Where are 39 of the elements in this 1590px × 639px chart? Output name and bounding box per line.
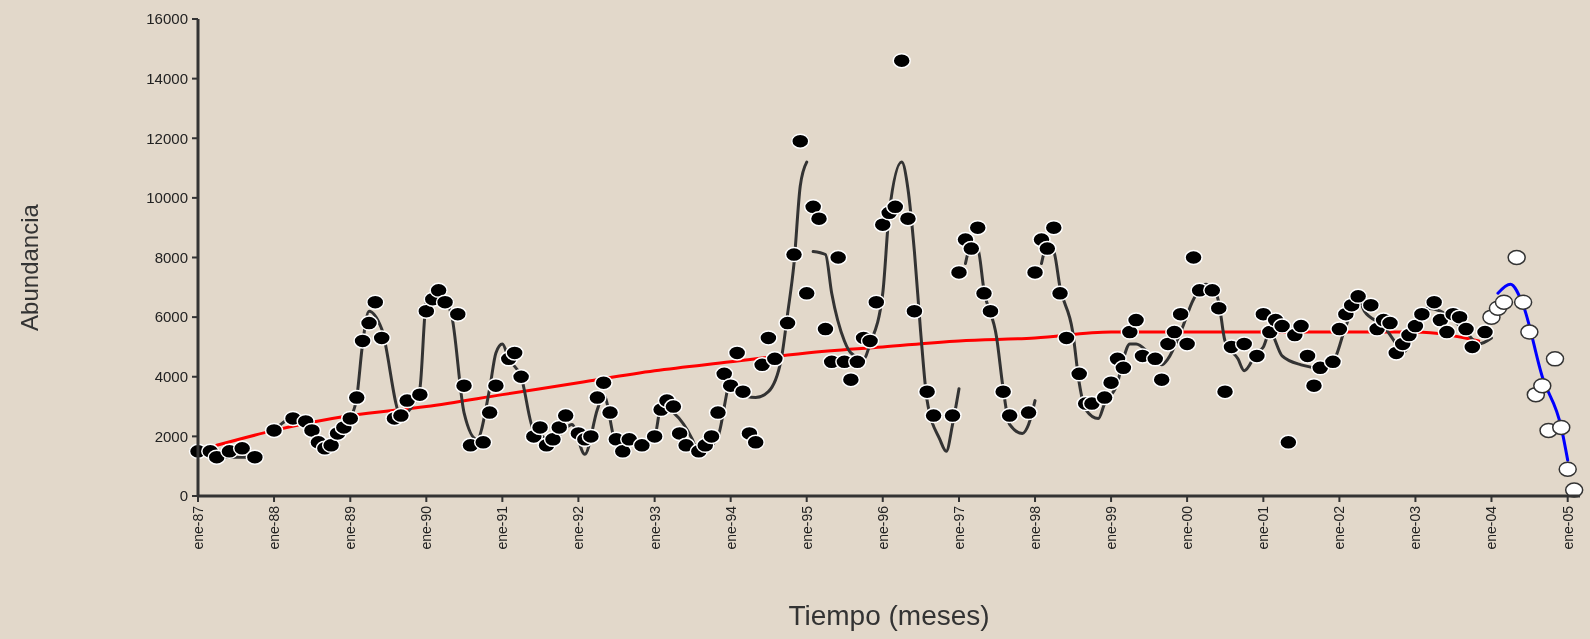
point	[1558, 461, 1577, 477]
point	[1520, 324, 1539, 340]
point	[1552, 419, 1571, 436]
x-tick-label: ene-97	[950, 505, 967, 550]
point	[1507, 249, 1526, 266]
x-tick-label: ene-90	[418, 505, 435, 550]
point	[1494, 294, 1514, 310]
x-tick-label: ene-87	[189, 505, 206, 550]
y-tick-label: 0	[179, 487, 188, 505]
x-tick-label: ene-95	[798, 505, 815, 550]
y-tick-label: 6000	[154, 308, 188, 326]
point	[1533, 377, 1552, 394]
x-tick-label: ene-01	[1255, 505, 1272, 550]
x-tick-label: ene-04	[1483, 505, 1500, 550]
y-tick-label: 8000	[154, 248, 188, 266]
y-tick-label: 12000	[146, 129, 188, 147]
y-tick-label: 16000	[146, 10, 188, 28]
x-tick-label: ene-03	[1407, 505, 1424, 550]
x-tick-label: ene-89	[342, 505, 359, 550]
point	[1513, 294, 1533, 310]
x-tick-label: ene-99	[1102, 505, 1119, 550]
x-tick-label: ene-91	[494, 505, 511, 550]
y-tick-label: 10000	[146, 189, 188, 207]
x-tick-label: ene-98	[1026, 505, 1043, 550]
y-tick-label: 14000	[146, 69, 188, 87]
line-series	[811, 160, 961, 453]
y-tick-label: 2000	[154, 427, 188, 445]
x-tick-label: ene-02	[1331, 505, 1348, 550]
x-tick-label: ene-94	[722, 505, 739, 550]
y-axis-title: Abundancia	[16, 203, 43, 331]
x-tick-label: ene-00	[1179, 505, 1196, 550]
x-tick-label: ene-92	[570, 505, 587, 550]
x-tick-label: ene-88	[265, 505, 282, 550]
point	[1545, 351, 1565, 367]
x-tick-label: ene-05	[1559, 505, 1576, 550]
x-tick-label: ene-96	[874, 505, 891, 550]
y-tick-label: 4000	[154, 368, 188, 385]
x-tick-label: ene-93	[646, 505, 663, 550]
x-axis-title: Tiempo (meses)	[788, 600, 990, 631]
